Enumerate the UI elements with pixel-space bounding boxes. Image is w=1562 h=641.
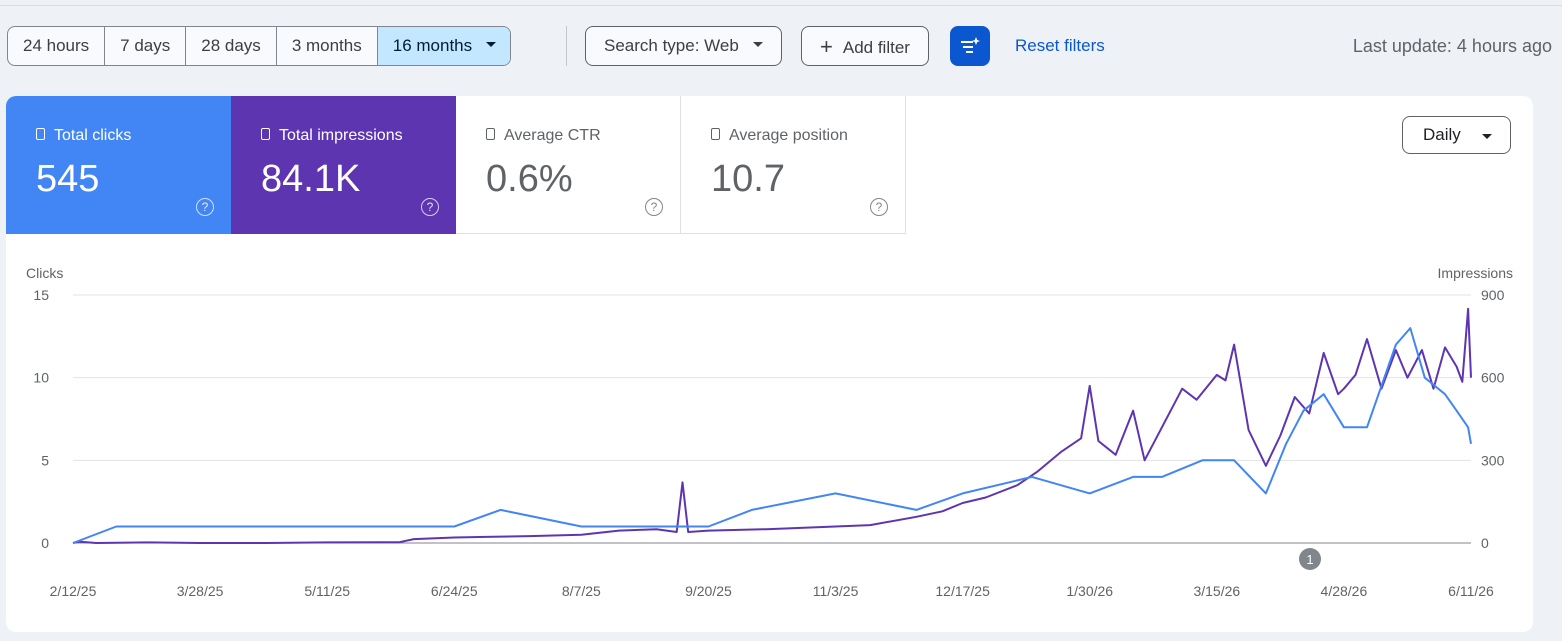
annotation-marker-label: 1 [1306,552,1313,567]
help-icon[interactable]: ? [645,198,663,216]
y-left-tick-label: 0 [41,535,49,551]
performance-chart: 0 5 10 15 0 300 600 900 Clicks Impressions 2/12/25… [26,265,1513,599]
checkbox-icon [486,127,495,140]
reset-filters-link[interactable]: Reset filters [1015,36,1105,55]
x-tick-label: 4/28/26 [1321,583,1368,599]
range-16-months[interactable]: 16 months [377,27,511,65]
last-update-text: Last update: 4 hours ago [1352,36,1552,56]
y-right-tick-label: 600 [1481,370,1505,386]
help-icon[interactable]: ? [196,198,214,216]
help-icon[interactable]: ? [421,198,439,216]
metric-value: 0.6% [486,158,573,200]
checkbox-icon [36,127,45,140]
checkbox-icon [261,127,270,140]
x-tick-label: 2/12/25 [50,583,97,599]
annotation-marker [1299,548,1321,570]
toolbar: 24 hours 7 days 28 days 3 months 16 mont… [7,26,1552,66]
date-range-selector: 24 hours 7 days 28 days 3 months 16 mont… [7,26,512,66]
x-tick-label: 8/7/25 [562,583,601,599]
x-tick-label: 12/17/25 [935,583,990,599]
metric-value: 84.1K [261,158,361,200]
metric-total-impressions[interactable]: Total impressions 84.1K ? [231,96,456,234]
granularity-label: Daily [1423,125,1461,144]
x-tick-label: 11/3/25 [813,583,859,599]
range-24-hours[interactable]: 24 hours [8,27,106,65]
x-tick-label: 6/11/26 [1448,583,1494,599]
search-type-dropdown[interactable]: Search type: Web [585,26,782,66]
series-line-impressions [72,307,1472,544]
metric-value: 545 [36,158,100,200]
metric-label: Average CTR [504,127,601,144]
metric-label: Average position [729,127,848,144]
series-line-clicks [72,327,1472,544]
checkbox-icon [711,127,720,140]
x-tick-label: 3/28/25 [177,583,224,599]
metric-label: Total impressions [279,127,403,144]
add-filter-button[interactable]: + Add filter [801,26,929,66]
y-right-tick-label: 300 [1481,452,1505,468]
y-right-tick-label: 900 [1481,287,1505,303]
sparkle-filter-icon [961,37,980,53]
x-tick-label: 5/11/25 [304,583,350,599]
y-right-axis-title: Impressions [1438,265,1513,281]
help-icon[interactable]: ? [870,198,888,216]
y-left-tick-label: 15 [33,287,49,303]
top-divider [0,5,1562,6]
x-tick-label: 9/20/25 [685,583,732,599]
x-tick-label: 3/15/26 [1193,583,1240,599]
search-type-label: Search type: Web [604,36,739,55]
add-filter-label: Add filter [842,38,910,57]
y-left-tick-label: 10 [33,370,49,386]
granularity-dropdown[interactable]: Daily [1402,116,1511,154]
metric-total-clicks[interactable]: Total clicks 545 ? [6,96,231,234]
range-7-days[interactable]: 7 days [105,27,187,65]
chevron-down-icon [1482,134,1492,139]
chevron-down-icon [486,42,497,48]
y-left-tick-label: 5 [41,452,49,468]
y-right-tick-label: 0 [1481,535,1489,551]
performance-card: Total clicks 545 ? Total impressions 84.… [6,96,1533,632]
range-28-days[interactable]: 28 days [186,27,277,65]
metric-value: 10.7 [711,158,785,200]
x-tick-label: 6/24/25 [431,583,478,599]
range-3-months[interactable]: 3 months [277,27,378,65]
metric-average-position[interactable]: Average position 10.7 ? [681,96,906,234]
y-left-axis-title: Clicks [26,265,63,281]
smart-filter-button[interactable] [950,26,990,66]
metric-average-ctr[interactable]: Average CTR 0.6% ? [456,96,681,234]
plus-icon: + [820,34,833,59]
chevron-down-icon [752,42,763,48]
toolbar-divider [566,26,567,66]
metric-label: Total clicks [54,127,132,144]
range-16-months-label: 16 months [392,36,473,55]
x-tick-label: 1/30/26 [1066,583,1113,599]
